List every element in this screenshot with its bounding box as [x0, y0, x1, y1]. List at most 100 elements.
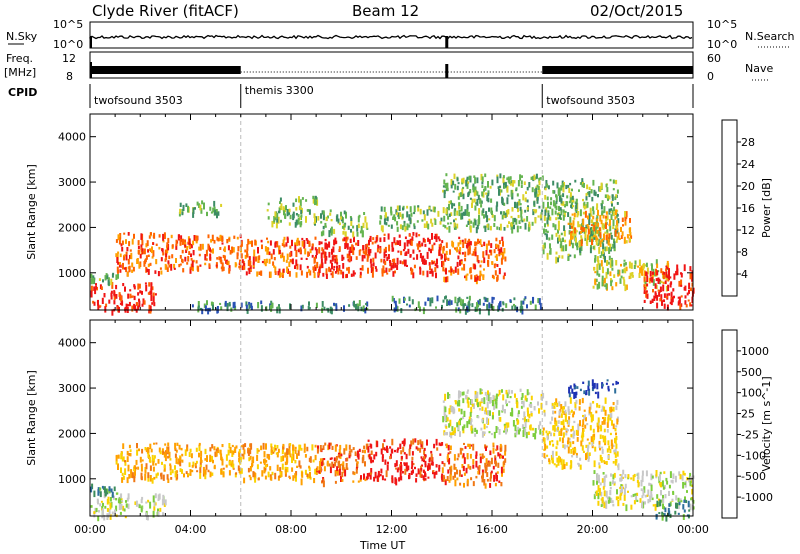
power-cell: [220, 306, 223, 310]
power-cell: [438, 238, 441, 242]
velocity-cell: [426, 439, 428, 446]
power-cell: [346, 273, 348, 278]
velocity-cell: [605, 502, 608, 509]
power-cell: [294, 265, 296, 269]
velocity-cell: [322, 462, 325, 466]
power-cell: [617, 273, 620, 277]
power-cell: [175, 258, 177, 263]
velocity-cell: [265, 464, 267, 468]
velocity-cell: [179, 468, 182, 472]
power-cell: [580, 225, 583, 231]
power-cell: [149, 305, 152, 312]
power-cell: [286, 209, 289, 214]
power-cell: [300, 209, 303, 215]
velocity-cell: [533, 406, 536, 411]
power-cell: [472, 186, 475, 193]
power-cell: [498, 240, 501, 245]
power-cell: [668, 268, 670, 276]
power-cell: [336, 265, 338, 272]
power-cell: [171, 254, 174, 259]
power-cell: [589, 233, 592, 238]
power-cell: [450, 268, 453, 273]
velocity-cell: [284, 452, 287, 458]
velocity-cell: [277, 448, 280, 453]
power-cell: [333, 239, 336, 246]
power-cell: [110, 295, 113, 300]
power-cell: [549, 216, 552, 221]
power-cell: [322, 272, 325, 277]
power-cell: [486, 224, 489, 228]
power-cell: [175, 239, 178, 247]
velocity-cell: [472, 464, 475, 469]
power-cell: [274, 266, 277, 273]
power-cell: [300, 221, 303, 226]
power-cell: [111, 309, 114, 316]
velocity-cell: [489, 477, 492, 482]
power-cell: [513, 297, 516, 301]
power-cell: [466, 209, 469, 216]
power-cell: [689, 302, 692, 307]
velocity-cell: [118, 503, 121, 511]
power-cell: [562, 214, 565, 221]
power-cell: [475, 241, 478, 246]
power-cell: [482, 251, 485, 258]
power-cell: [219, 258, 222, 263]
power-cell: [311, 243, 314, 246]
velocity-cell: [592, 428, 595, 433]
power-cell: [128, 301, 131, 307]
power-cell: [453, 203, 456, 207]
power-cell: [398, 298, 401, 304]
velocity-cell: [485, 458, 488, 464]
power-cell: [173, 267, 176, 270]
power-cell: [337, 218, 340, 224]
velocity-cell: [484, 391, 487, 396]
velocity-cell: [575, 429, 578, 436]
power-cell: [318, 266, 321, 274]
power-cell: [256, 271, 259, 277]
power-cell: [274, 216, 277, 221]
power-cell: [542, 244, 545, 250]
power-cell: [454, 266, 457, 273]
power-cell: [572, 226, 575, 234]
velocity-cell: [504, 444, 507, 452]
power-cell: [611, 286, 614, 291]
power-cell: [447, 222, 450, 225]
velocity-cell: [544, 443, 547, 451]
velocity-cell: [209, 471, 212, 478]
velocity-cell: [554, 402, 557, 406]
power-cell: [615, 194, 618, 199]
power-cell: [488, 207, 490, 212]
power-cell: [370, 267, 373, 273]
power-cell: [145, 255, 148, 260]
power-cell: [178, 264, 181, 268]
velocity-cell: [641, 495, 644, 499]
velocity-cell: [344, 469, 347, 477]
power-cell: [393, 237, 396, 244]
velocity-cell: [496, 471, 499, 474]
power-cell: [380, 258, 383, 263]
power-cell: [580, 239, 583, 247]
velocity-cell: [264, 475, 267, 480]
power-cell: [496, 176, 499, 184]
power-cell: [537, 298, 540, 303]
velocity-cell: [472, 481, 475, 487]
power-cell: [676, 264, 679, 272]
power-cell: [159, 267, 162, 270]
velocity-cell: [459, 447, 462, 454]
power-cell: [305, 216, 307, 223]
power-cell: [95, 283, 97, 286]
velocity-cell: [373, 454, 376, 460]
power-cell: [629, 218, 631, 223]
velocity-cell: [121, 457, 124, 462]
velocity-cell: [373, 476, 376, 482]
power-cell: [456, 261, 459, 268]
velocity-cell: [346, 467, 349, 470]
power-cell: [638, 272, 641, 278]
power-cell: [644, 280, 647, 286]
power-cell: [460, 304, 463, 307]
velocity-cell: [581, 431, 584, 439]
power-cell: [131, 238, 134, 245]
power-cell: [466, 204, 469, 211]
power-cell: [575, 242, 578, 246]
power-cell: [317, 216, 320, 221]
